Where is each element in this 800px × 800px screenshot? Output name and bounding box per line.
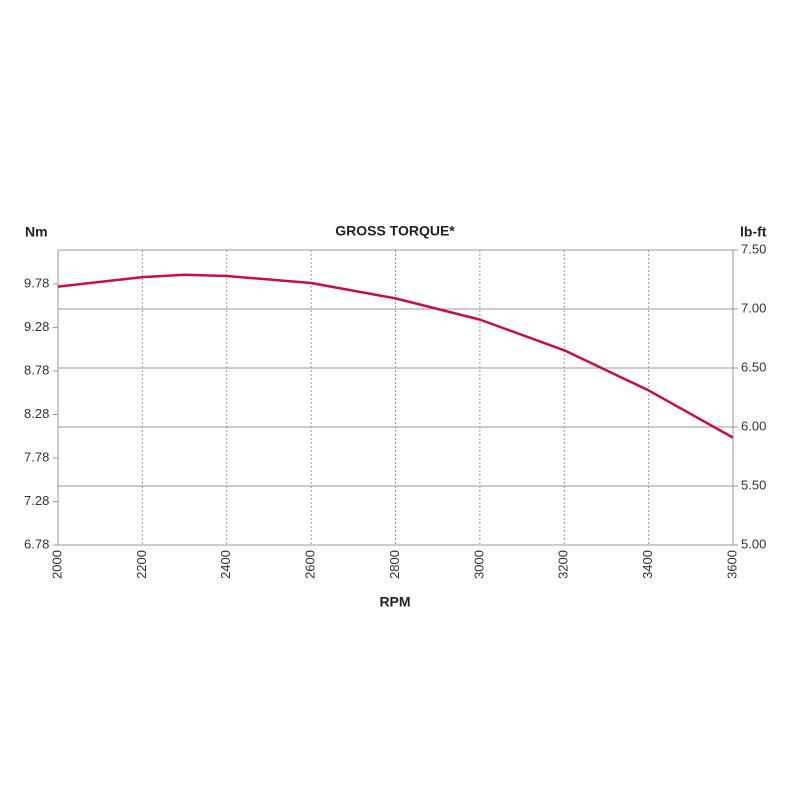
y-tick-label: 9.28 bbox=[24, 319, 49, 334]
x-tick-label: 3600 bbox=[724, 550, 739, 579]
x-tick-label: 2200 bbox=[134, 550, 149, 579]
y-tick-label: 9.78 bbox=[24, 275, 49, 290]
y2-tick-label: 6.50 bbox=[741, 359, 766, 374]
x-tick-label: 2000 bbox=[49, 550, 64, 579]
y-tick-label: 7.78 bbox=[24, 449, 49, 464]
y2-axis-label: lb-ft bbox=[740, 224, 767, 240]
x-tick-label: 3200 bbox=[556, 550, 571, 579]
y-axis-label: Nm bbox=[25, 224, 48, 240]
x-tick-label: 2600 bbox=[303, 550, 318, 579]
x-axis-label: RPM bbox=[379, 594, 410, 610]
y2-tick-label: 7.50 bbox=[741, 241, 766, 256]
x-tick-label: 3400 bbox=[640, 550, 655, 579]
chart-title: GROSS TORQUE* bbox=[335, 223, 455, 239]
y-tick-label: 6.78 bbox=[24, 536, 49, 551]
line-series bbox=[57, 273, 734, 439]
y2-tick-label: 6.00 bbox=[741, 418, 766, 433]
y-tick-label: 8.78 bbox=[24, 362, 49, 377]
y2-tick-label: 7.00 bbox=[741, 300, 766, 315]
y2-tick-label: 5.00 bbox=[741, 536, 766, 551]
y-tick-label: 8.28 bbox=[24, 406, 49, 421]
x-tick-label: 2800 bbox=[387, 550, 402, 579]
x-tick-label: 3000 bbox=[471, 550, 486, 579]
x-tick-label: 2400 bbox=[218, 550, 233, 579]
y2-tick-label: 5.50 bbox=[741, 477, 766, 492]
y-tick-label: 7.28 bbox=[24, 493, 49, 508]
